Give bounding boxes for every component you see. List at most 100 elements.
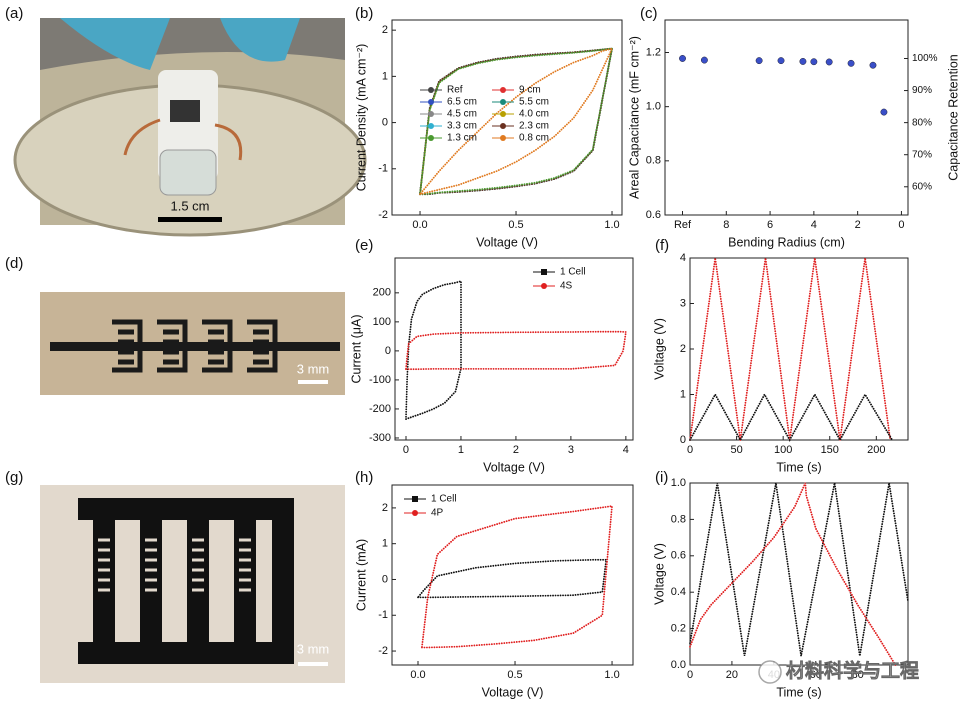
y-tick-label: -1 [378, 609, 388, 621]
watermark: 材料科学与工程 [758, 659, 919, 684]
x-tick-label: 60 [810, 669, 822, 681]
x-tick-label: 0 [687, 669, 693, 681]
y-tick-label: -100 [369, 374, 391, 386]
y-tick-label: 0.6 [646, 209, 661, 221]
y-axis-label: Voltage (V) [652, 318, 666, 380]
y-tick-label: 0 [680, 434, 686, 446]
scale-bar-label: 3 mm [297, 361, 330, 376]
y-tick-label: 2 [382, 24, 388, 36]
x-tick-label: 2 [855, 219, 861, 231]
marker [412, 496, 418, 502]
panel-label: (d) [5, 255, 23, 272]
x-tick-label: 50 [730, 444, 742, 456]
data-line [419, 47, 614, 196]
plot-frame [394, 257, 634, 441]
data-line [420, 505, 613, 649]
y-tick-label: 0.4 [671, 586, 686, 598]
panel-label: (g) [5, 469, 23, 486]
marker [500, 123, 506, 129]
marker [500, 99, 506, 105]
y-tick-label: 1.0 [646, 101, 661, 113]
panel-label: (e) [355, 237, 373, 254]
y-tick-label: 3 [680, 297, 686, 309]
marker [541, 269, 547, 275]
marker [541, 283, 547, 289]
x-tick-label: 0.5 [508, 219, 523, 231]
y-tick-label: 1 [382, 70, 388, 82]
legend-label: 0.8 cm [519, 133, 549, 144]
y-axis-label: Current (μA) [349, 314, 363, 383]
y2-tick-label: 80% [912, 117, 932, 128]
marker [500, 135, 506, 141]
x-axis-label: Voltage (V) [483, 460, 545, 474]
y-tick-label: -2 [378, 209, 388, 221]
data-line [689, 482, 909, 657]
x-tick-label: 0.0 [412, 219, 427, 231]
x-tick-label: 1.0 [604, 669, 619, 681]
x-tick-label: 0 [898, 219, 904, 231]
plot-frame [391, 19, 623, 216]
marker [428, 99, 434, 105]
y-tick-label: 0.8 [671, 513, 686, 525]
legend-label: Ref [447, 85, 463, 96]
legend-label: 5.5 cm [519, 97, 549, 108]
x-tick-label: 100 [774, 444, 792, 456]
y-tick-label: 0 [382, 116, 388, 128]
scale-bar-label: 1.5 cm [170, 198, 209, 213]
photo-d [40, 292, 345, 395]
legend-label: 9 cm [519, 85, 541, 96]
y-tick-label: 4 [680, 252, 686, 264]
y2-tick-label: 70% [912, 149, 932, 160]
marker [428, 135, 434, 141]
x-axis-label: Time (s) [776, 460, 821, 474]
watermark-text: 材料科学与工程 [786, 659, 919, 682]
x-tick-label: 0.5 [507, 669, 522, 681]
y2-tick-label: 60% [912, 181, 932, 192]
chart: (e) 0 1 2 3 4 -300 -200 -100 0 100 200 Voltage (V) Cu… [349, 237, 634, 474]
panel-label: (a) [5, 5, 23, 22]
y-tick-label: 1 [680, 388, 686, 400]
x-tick-label: 150 [821, 444, 839, 456]
y-tick-label: 0.8 [646, 155, 661, 167]
chart: (c) Ref 8 6 4 2 0 0.6 0.8 1.0 1.2 Bending Radius (c… [627, 5, 960, 249]
legend-label: 4.0 cm [519, 109, 549, 120]
marker [428, 123, 434, 129]
x-axis-label: Bending Radius (cm) [728, 235, 845, 249]
plot-frame [689, 482, 909, 666]
data-point [679, 55, 686, 62]
x-tick-label: 80 [852, 669, 864, 681]
y2-tick-label: 90% [912, 85, 932, 96]
data-point [810, 58, 818, 66]
photo-a [13, 18, 367, 237]
x-tick-label: 2 [513, 444, 519, 456]
x-tick-label: 1.0 [604, 219, 619, 231]
chart: (f) 0 50 100 150 200 0 1 2 3 4 Time (s) Voltage (V) [652, 237, 909, 474]
legend-label: 4P [431, 508, 444, 519]
legend-label: 4.5 cm [447, 109, 477, 120]
y-tick-label: -2 [378, 645, 388, 657]
legend-label: 1 Cell [560, 267, 586, 278]
y2-tick-label: 100% [912, 53, 938, 64]
y-tick-label: 0.6 [671, 550, 686, 562]
y-tick-label: 1.0 [671, 477, 686, 489]
y-tick-label: 2 [382, 502, 388, 514]
x-tick-label: 4 [811, 219, 817, 231]
marker [428, 87, 434, 93]
panel-label: (i) [655, 469, 668, 486]
x-tick-label: 3 [568, 444, 574, 456]
panel-label: (c) [640, 5, 658, 22]
y-tick-label: 0 [385, 345, 391, 357]
y-axis-label: Voltage (V) [652, 543, 666, 605]
x-tick-label: 6 [767, 219, 773, 231]
panel-label: (h) [355, 469, 373, 486]
scale-bar-label: 3 mm [297, 641, 330, 656]
data-line [405, 280, 462, 421]
x-tick-label: 0 [403, 444, 409, 456]
y-tick-label: -300 [369, 432, 391, 444]
legend-label: 1 Cell [431, 494, 457, 505]
x-axis-label: Voltage (V) [482, 685, 544, 699]
x-axis-label: Time (s) [776, 685, 821, 699]
